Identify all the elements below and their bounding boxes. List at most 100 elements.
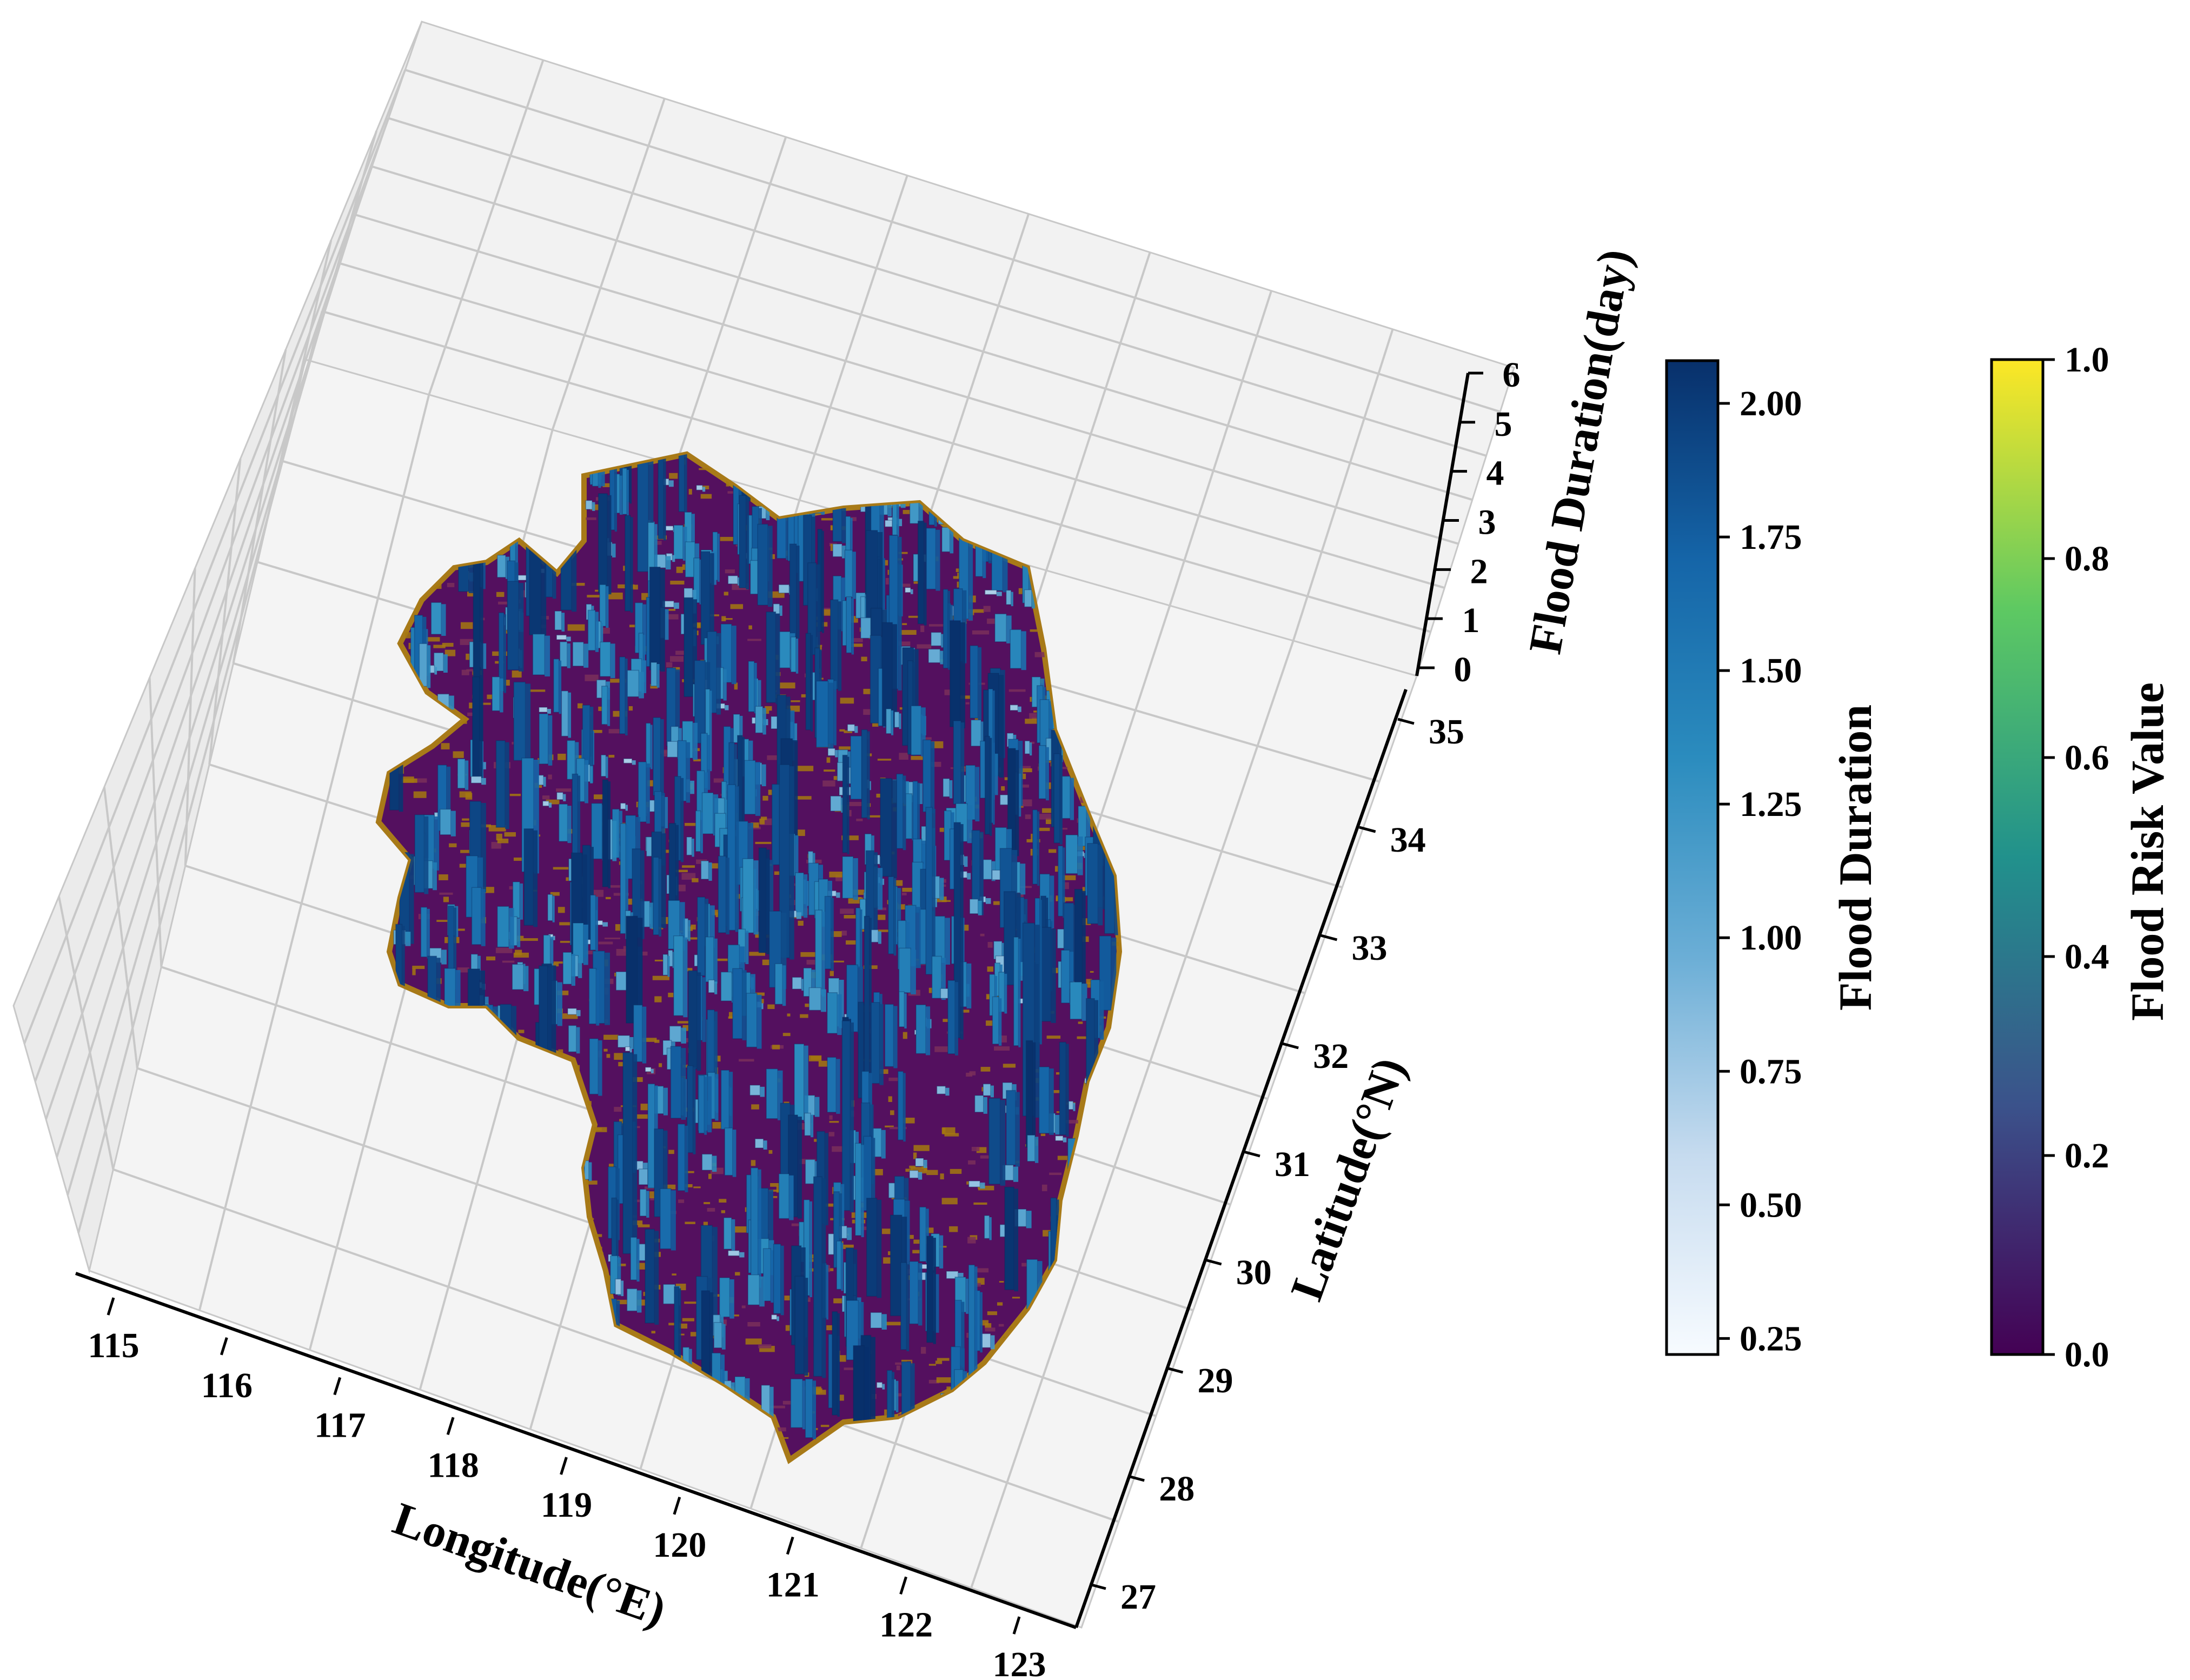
duration-bar [749, 1085, 761, 1096]
risk-patch [768, 591, 785, 598]
x-axis-tick-label: 122 [879, 1605, 933, 1644]
duration-bar [542, 800, 549, 807]
grid-line [921, 213, 1030, 536]
duration-bar-side [769, 1386, 774, 1423]
duration-bar [909, 1170, 919, 1179]
risk-patch [913, 1145, 930, 1151]
duration-bar [633, 1004, 643, 1063]
duration-bar-side [620, 475, 623, 515]
duration-bar [1004, 1186, 1015, 1290]
duration-bar-side [533, 830, 538, 927]
duration-bar-side [1063, 1137, 1067, 1143]
duration-bar [947, 980, 955, 1054]
duration-bar [495, 740, 506, 828]
risk-patch [797, 766, 814, 772]
duration-bar-side [802, 1380, 808, 1430]
grid-line [338, 262, 1445, 589]
colorbar-flood-risk-title: Flood Risk Value [2121, 682, 2173, 1021]
duration-bar [814, 909, 822, 995]
duration-bar [747, 1274, 760, 1305]
risk-patch [797, 829, 805, 836]
duration-bar-side [762, 708, 766, 735]
risk-patch [1048, 849, 1057, 853]
risk-patch [1030, 741, 1035, 744]
duration-bar-side [761, 764, 766, 787]
duration-bar-side [835, 750, 839, 758]
duration-bar-side [576, 1010, 581, 1017]
duration-bar-side [681, 1027, 686, 1044]
risk-patch [751, 1104, 759, 1110]
duration-bar [622, 468, 627, 515]
duration-bar-side [1070, 778, 1074, 820]
risk-patch [730, 604, 744, 609]
duration-bar-side [552, 896, 555, 922]
risk-patch [616, 948, 627, 956]
risk-patch [973, 1202, 987, 1205]
risk-patch [590, 1127, 607, 1132]
risk-patch [1029, 713, 1041, 719]
duration-bar-side [789, 766, 794, 960]
duration-bar-side [680, 902, 685, 951]
risk-patch [487, 694, 496, 699]
duration-bar-side [955, 982, 959, 1055]
duration-bar-side [601, 623, 603, 650]
risk-patch [935, 1360, 943, 1364]
duration-bar [842, 754, 848, 853]
risk-patch [941, 1198, 958, 1205]
duration-bar-side [1013, 1166, 1019, 1182]
duration-bar-side [477, 955, 481, 980]
y-axis-tick [1127, 1475, 1145, 1482]
risk-patch [1018, 588, 1023, 594]
risk-patch [767, 1004, 775, 1010]
duration-bar [720, 971, 732, 1001]
duration-bar-side [989, 1217, 992, 1240]
duration-bar-side [836, 892, 840, 898]
duration-bar-side [629, 454, 632, 504]
risk-patch [719, 1199, 727, 1203]
duration-bar-side [585, 760, 588, 804]
y-axis-tick-label: 33 [1352, 928, 1388, 968]
duration-bar-side [716, 633, 721, 715]
risk-patch [821, 518, 837, 521]
duration-bar-side [910, 589, 913, 594]
duration-bar-side [500, 678, 503, 713]
duration-bar-side [710, 905, 715, 948]
duration-bar-side [1020, 962, 1024, 981]
duration-bar-side [997, 592, 1002, 596]
duration-bar-side [1070, 952, 1074, 1005]
duration-bar-side [709, 1292, 714, 1397]
duration-bar [630, 1237, 638, 1280]
duration-bar [556, 792, 563, 800]
duration-bar-side [1000, 1100, 1006, 1186]
risk-patch [741, 1305, 746, 1309]
risk-patch [449, 843, 457, 847]
duration-bar-side [481, 643, 487, 669]
x-axis-tick-label: 121 [766, 1565, 820, 1605]
duration-bar-side [590, 766, 593, 783]
duration-bar-side [918, 1172, 923, 1180]
duration-bar-side [481, 889, 486, 946]
risk-patch [971, 1147, 980, 1151]
duration-bar [850, 735, 862, 800]
duration-bar-side [897, 888, 901, 946]
duration-bar-side [1037, 1261, 1043, 1311]
duration-bar-side [796, 912, 801, 919]
risk-patch [693, 1186, 701, 1188]
risk-patch [465, 793, 473, 800]
duration-bar [602, 779, 609, 887]
duration-bar [1024, 589, 1032, 608]
duration-bar-side [715, 1074, 719, 1121]
risk-patch [800, 952, 818, 957]
risk-patch [721, 616, 726, 621]
duration-bar-side [871, 1138, 875, 1213]
duration-bar-side [811, 1114, 814, 1138]
duration-bar-side [1001, 942, 1006, 961]
duration-bar-side [766, 508, 770, 521]
duration-bar-side [968, 492, 973, 621]
risk-patch [806, 960, 817, 965]
duration-bar-side [545, 635, 550, 677]
duration-bar [870, 1002, 880, 1084]
duration-bar-side [926, 1006, 931, 1055]
duration-bar-side [780, 1245, 784, 1316]
duration-bar-side [822, 1178, 826, 1378]
